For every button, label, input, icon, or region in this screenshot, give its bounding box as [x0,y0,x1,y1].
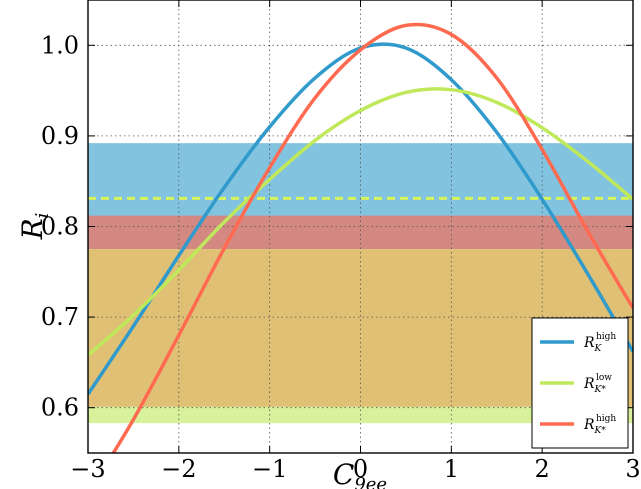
x-tick-label: 0 [353,455,368,483]
x-tick-label: −3 [70,455,105,483]
x-axis-label-sub: 9ee [354,474,387,489]
series-line-1 [88,87,633,357]
x-axis-label-main: C [333,458,354,489]
x-axis-label: C9ee [333,458,387,489]
y-tick-label: 0.6 [41,394,79,422]
x-tick-label: 2 [535,455,550,483]
legend: RKhigh RK*low RK*high [531,317,629,449]
y-tick-label: 0.8 [41,213,79,241]
series-lines [88,22,633,453]
y-axis-label-main: R [16,218,49,240]
ticks: −3 −2 −1 0 1 2 3 0.6 0.7 0.8 0.9 1.0 [41,0,641,483]
legend-label-1: RK*low [583,373,612,395]
x-tick-label: 3 [625,455,640,483]
y-tick-label: 1.0 [41,31,79,59]
x-tick-label: −1 [252,455,287,483]
y-axis-label: Ri [16,213,53,241]
legend-label-0: RKhigh [583,332,616,354]
y-tick-label: 0.9 [41,122,79,150]
y-axis-label-sub: i [32,213,53,219]
x-tick-label: −2 [161,455,196,483]
y-tick-label: 0.7 [41,303,79,331]
legend-label-2: RK*high [583,414,616,436]
x-tick-label: 1 [444,455,459,483]
series-line-2 [111,22,633,453]
